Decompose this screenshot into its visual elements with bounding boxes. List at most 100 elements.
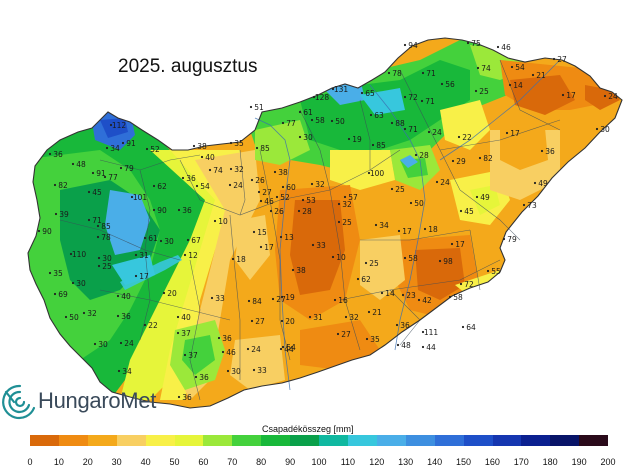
map-title: 2025. augusztus — [118, 56, 258, 77]
station-dot — [252, 368, 256, 372]
station-marker: 25 — [364, 259, 379, 268]
station-dot — [457, 135, 461, 139]
station-dot — [119, 341, 123, 345]
legend-tick-label: 200 — [600, 457, 616, 467]
station-value: 36 — [400, 321, 410, 330]
station-value: 60 — [286, 183, 296, 192]
station-dot — [279, 347, 283, 351]
station-dot — [48, 271, 52, 275]
station-value: 20 — [167, 289, 177, 298]
station-marker: 72 — [459, 280, 474, 289]
station-dot — [403, 127, 407, 131]
station-marker: 33 — [311, 241, 326, 250]
legend-tick-label: 50 — [169, 457, 180, 467]
station-marker: 23 — [401, 291, 416, 300]
station-dot — [420, 99, 424, 103]
station-value: 25 — [102, 262, 112, 271]
station-value: 35 — [370, 335, 380, 344]
station-marker: 67 — [186, 236, 201, 245]
station-dot — [344, 315, 348, 319]
station-dot — [496, 45, 500, 49]
station-value: 74 — [481, 64, 491, 73]
station-dot — [246, 347, 250, 351]
station-marker: 45 — [459, 207, 474, 216]
station-dot — [176, 315, 180, 319]
legend-swatch — [492, 435, 522, 446]
station-dot — [194, 375, 198, 379]
station-dot — [552, 57, 556, 61]
station-value: 111 — [424, 328, 439, 337]
station-marker: 19 — [347, 135, 362, 144]
station-dot — [252, 230, 256, 234]
station-marker: 36 — [395, 321, 410, 330]
station-marker: 85 — [96, 222, 111, 231]
station-dot — [273, 170, 277, 174]
station-dot — [281, 185, 285, 189]
station-value: 35 — [53, 269, 63, 278]
station-dot — [37, 229, 41, 233]
station-dot — [367, 171, 371, 175]
station-marker: 49 — [533, 179, 548, 188]
station-value: 44 — [284, 345, 294, 354]
station-marker: 50 — [409, 199, 424, 208]
station-marker: 61 — [298, 108, 313, 117]
station-marker: 111 — [421, 328, 439, 337]
station-value: 85 — [376, 141, 386, 150]
station-value: 21 — [536, 71, 546, 80]
legend-tick-label: 170 — [513, 457, 529, 467]
station-value: 30 — [600, 125, 610, 134]
station-marker: 24 — [228, 181, 243, 190]
station-dot — [333, 298, 337, 302]
station-dot — [395, 323, 399, 327]
station-dot — [421, 71, 425, 75]
station-value: 28 — [419, 151, 429, 160]
station-dot — [369, 113, 373, 117]
station-dot — [403, 95, 407, 99]
station-value: 32 — [349, 313, 359, 322]
station-marker: 98 — [438, 257, 453, 266]
station-marker: 51 — [249, 103, 264, 112]
station-marker: 17 — [450, 240, 465, 249]
station-value: 88 — [395, 119, 405, 128]
station-marker: 62 — [152, 182, 167, 191]
station-value: 50 — [69, 313, 79, 322]
station-value: 61 — [148, 234, 158, 243]
legend-colorbar — [30, 435, 609, 446]
station-value: 25 — [369, 259, 379, 268]
station-dot — [423, 227, 427, 231]
station-dot — [417, 298, 421, 302]
station-marker: 29 — [451, 157, 466, 166]
station-marker: 27 — [336, 330, 351, 339]
station-dot — [145, 147, 149, 151]
lake-balaton — [120, 255, 182, 290]
station-dot — [390, 187, 394, 191]
station-dot — [533, 181, 537, 185]
station-dot — [176, 331, 180, 335]
station-dot — [540, 149, 544, 153]
legend-tick-label: 40 — [140, 457, 151, 467]
station-dot — [96, 224, 100, 228]
station-value: 45 — [92, 188, 102, 197]
station-dot — [69, 252, 73, 256]
legend-swatch — [376, 435, 406, 446]
station-value: 85 — [101, 222, 111, 231]
station-value: 38 — [278, 168, 288, 177]
station-dot — [281, 345, 285, 349]
legend-tick-label: 130 — [398, 457, 414, 467]
station-marker: 35 — [229, 139, 244, 148]
station-marker: 30 — [595, 125, 610, 134]
station-dot — [427, 130, 431, 134]
station-marker: 94 — [403, 41, 418, 50]
station-marker: 17 — [561, 91, 576, 100]
station-value: 58 — [453, 293, 463, 302]
station-value: 36 — [545, 147, 555, 156]
station-dot — [259, 199, 263, 203]
station-marker: 38 — [273, 168, 288, 177]
station-marker: 19 — [280, 293, 295, 302]
legend-swatch — [521, 435, 551, 446]
station-dot — [152, 208, 156, 212]
station-value: 19 — [352, 135, 362, 144]
station-dot — [298, 110, 302, 114]
station-marker: 37 — [183, 351, 198, 360]
station-marker: 58 — [403, 254, 418, 263]
